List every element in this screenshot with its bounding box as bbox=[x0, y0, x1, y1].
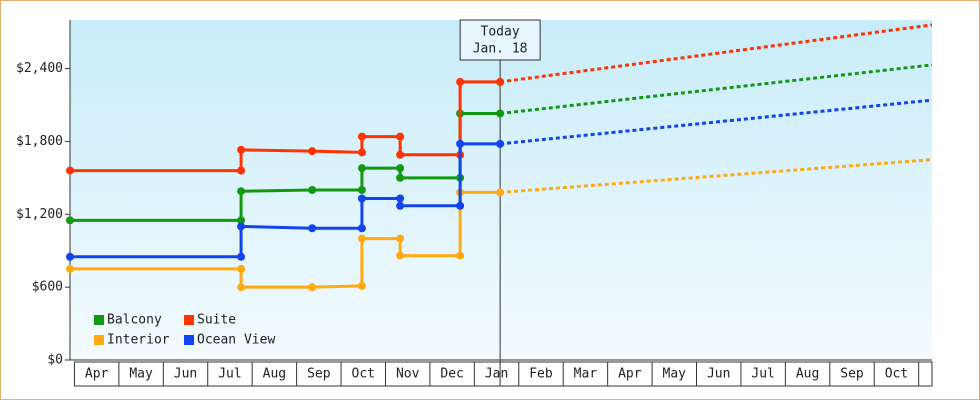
x-tick-label: Oct bbox=[885, 367, 908, 382]
price-point bbox=[357, 132, 366, 141]
price-point bbox=[357, 164, 366, 173]
price-point bbox=[396, 201, 405, 210]
price-point bbox=[237, 216, 246, 225]
y-tick-label: $2,400 bbox=[16, 61, 63, 76]
price-point bbox=[456, 201, 465, 210]
price-point bbox=[456, 139, 465, 148]
legend-label: Ocean View bbox=[197, 333, 275, 348]
price-point bbox=[357, 281, 366, 290]
y-tick-label: $1,800 bbox=[16, 134, 63, 149]
x-tick-label: Sep bbox=[307, 367, 331, 382]
price-point bbox=[308, 147, 317, 156]
x-tick-label: Aug bbox=[263, 367, 286, 382]
forecast-line bbox=[499, 158, 933, 194]
x-tick-label: May bbox=[129, 367, 153, 382]
today-label: Jan. 18 bbox=[473, 42, 528, 57]
price-point bbox=[357, 194, 366, 203]
x-tick-label: Sep bbox=[840, 367, 864, 382]
today-label: Today bbox=[481, 25, 520, 40]
legend-label: Balcony bbox=[107, 313, 162, 328]
price-point bbox=[396, 173, 405, 182]
price-point bbox=[237, 264, 246, 273]
legend-swatch bbox=[94, 315, 104, 325]
x-tick-label: Apr bbox=[618, 367, 642, 382]
price-point bbox=[308, 186, 317, 194]
price-point bbox=[496, 139, 505, 148]
price-point bbox=[66, 252, 74, 261]
price-point bbox=[237, 187, 246, 196]
legend-swatch bbox=[184, 315, 194, 325]
price-point bbox=[308, 224, 317, 233]
price-point bbox=[496, 77, 505, 86]
x-tick-label: Dec bbox=[440, 367, 463, 382]
x-tick-label: Mar bbox=[574, 367, 598, 382]
x-tick-label: Aug bbox=[796, 367, 819, 382]
price-point bbox=[357, 186, 366, 194]
price-point bbox=[396, 234, 405, 243]
forecast-line bbox=[499, 23, 933, 84]
today-box bbox=[459, 19, 541, 61]
forecast-line bbox=[499, 63, 933, 115]
price-point bbox=[357, 234, 366, 243]
y-tick-label: $600 bbox=[32, 280, 63, 295]
legend-swatch bbox=[184, 335, 194, 345]
price-point bbox=[66, 264, 74, 273]
price-point bbox=[237, 222, 246, 231]
price-point bbox=[66, 216, 74, 225]
x-tick-label: Jan bbox=[485, 367, 508, 382]
x-tick-label: Oct bbox=[352, 367, 375, 382]
price-point bbox=[237, 283, 246, 292]
price-point bbox=[396, 251, 405, 260]
price-point bbox=[396, 194, 405, 203]
x-tick-label: Jul bbox=[751, 367, 774, 382]
price-point bbox=[396, 150, 405, 159]
legend-swatch bbox=[94, 335, 104, 345]
x-tick-label: Jul bbox=[218, 367, 241, 382]
price-point bbox=[66, 166, 74, 175]
x-tick-label: Apr bbox=[85, 367, 109, 382]
x-axis-band bbox=[73, 361, 933, 387]
x-tick-label: Nov bbox=[396, 367, 420, 382]
y-tick-label: $1,200 bbox=[16, 207, 63, 222]
x-tick-label: Jun bbox=[707, 367, 730, 382]
x-tick-label: May bbox=[663, 367, 687, 382]
price-point bbox=[308, 283, 317, 292]
y-tick-label: $0 bbox=[47, 353, 63, 368]
price-point bbox=[396, 164, 405, 173]
price-point bbox=[456, 77, 465, 86]
price-point bbox=[237, 252, 246, 261]
price-point bbox=[357, 224, 366, 233]
price-point bbox=[237, 166, 246, 175]
price-point bbox=[456, 251, 465, 260]
price-point bbox=[396, 132, 405, 141]
forecast-line bbox=[499, 98, 933, 146]
price-point bbox=[496, 109, 505, 118]
x-tick-label: Jun bbox=[174, 367, 197, 382]
price-point bbox=[496, 188, 505, 197]
price-point bbox=[357, 148, 366, 157]
price-point bbox=[237, 145, 246, 154]
legend-label: Suite bbox=[197, 313, 236, 328]
legend-label: Interior bbox=[107, 333, 170, 348]
x-tick-label: Feb bbox=[529, 367, 553, 382]
